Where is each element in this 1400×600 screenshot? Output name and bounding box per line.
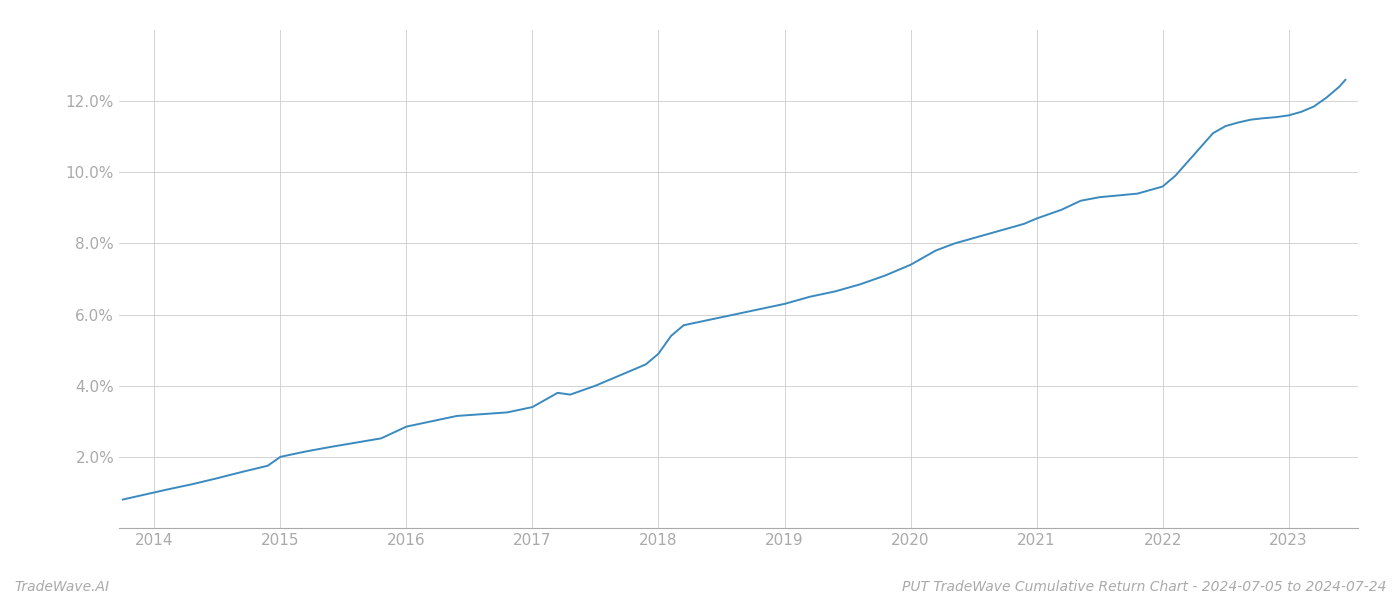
Text: PUT TradeWave Cumulative Return Chart - 2024-07-05 to 2024-07-24: PUT TradeWave Cumulative Return Chart - … [902,580,1386,594]
Text: TradeWave.AI: TradeWave.AI [14,580,109,594]
